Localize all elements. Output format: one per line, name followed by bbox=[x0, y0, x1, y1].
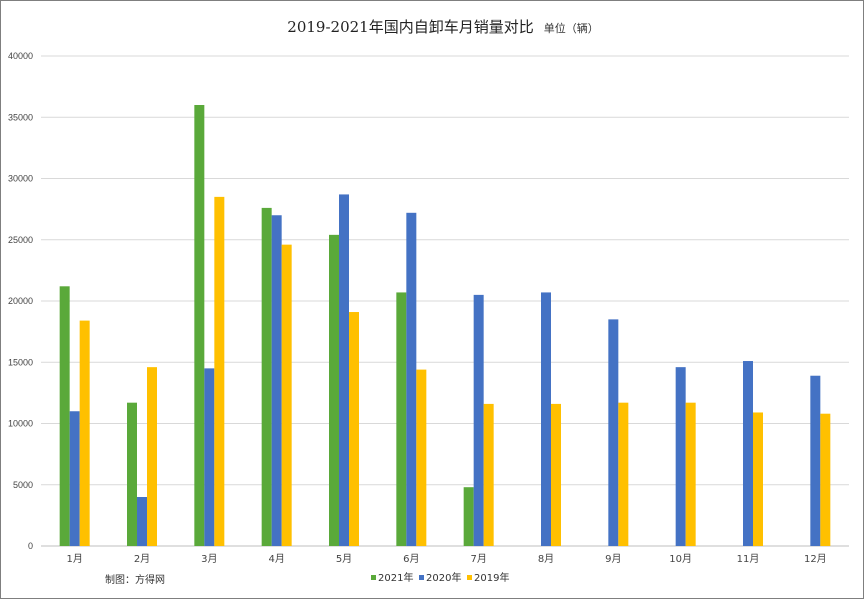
bars bbox=[59, 105, 831, 547]
bar bbox=[147, 367, 157, 546]
bar bbox=[810, 375, 821, 546]
legend-swatch bbox=[419, 575, 424, 580]
bar bbox=[743, 361, 753, 546]
x-tick-label: 7月 bbox=[470, 553, 486, 565]
x-tick-label: 6月 bbox=[403, 553, 419, 565]
bar bbox=[820, 413, 831, 546]
chart-title: 2019-2021年国内自卸车月销量对比 单位（辆） bbox=[287, 18, 598, 36]
bar bbox=[339, 194, 349, 547]
chart-unit-label: 单位（辆） bbox=[544, 21, 599, 35]
bar bbox=[685, 402, 696, 546]
bar bbox=[204, 368, 215, 546]
y-axis: 0 5000 10000 15000 20000 25000 30000 35000 40000 bbox=[8, 51, 33, 551]
bar bbox=[59, 286, 70, 546]
legend: 2021年 2020年 2019年 bbox=[371, 571, 509, 584]
x-tick-label: 1月 bbox=[66, 553, 82, 565]
bar bbox=[69, 411, 80, 546]
legend-swatch bbox=[371, 575, 376, 580]
y-tick-label: 30000 bbox=[8, 174, 33, 184]
bar bbox=[396, 292, 407, 546]
bar bbox=[261, 207, 272, 546]
y-tick-label: 5000 bbox=[13, 480, 33, 490]
chart-credit: 制图：方得网 bbox=[105, 573, 165, 586]
bar bbox=[483, 403, 494, 546]
y-tick-label: 15000 bbox=[8, 357, 33, 367]
bar bbox=[753, 412, 763, 546]
bar bbox=[194, 105, 205, 546]
x-tick-label: 8月 bbox=[538, 553, 554, 565]
y-tick-label: 10000 bbox=[8, 419, 33, 429]
bar bbox=[349, 312, 359, 546]
x-tick-label: 2月 bbox=[134, 553, 150, 565]
bar bbox=[281, 244, 292, 546]
legend-label: 2020年 bbox=[426, 571, 461, 584]
x-tick-label: 9月 bbox=[605, 553, 621, 565]
x-tick-label: 3月 bbox=[201, 553, 217, 565]
gridlines bbox=[41, 55, 849, 547]
bar bbox=[463, 487, 474, 546]
bar bbox=[271, 215, 282, 546]
bar bbox=[608, 319, 619, 546]
x-tick-label: 12月 bbox=[804, 553, 827, 565]
chart-title-text: 2019-2021年国内自卸车月销量对比 bbox=[287, 18, 533, 36]
bar bbox=[137, 497, 147, 546]
bar bbox=[214, 196, 225, 546]
x-tick-label: 11月 bbox=[737, 553, 760, 565]
y-tick-label: 25000 bbox=[8, 235, 33, 245]
x-tick-label: 4月 bbox=[268, 553, 284, 565]
legend-swatch bbox=[467, 575, 472, 580]
y-tick-label: 0 bbox=[28, 541, 33, 551]
bar bbox=[551, 403, 561, 546]
legend-label: 2019年 bbox=[474, 571, 509, 584]
x-tick-label: 10月 bbox=[669, 553, 692, 565]
bar bbox=[406, 212, 417, 547]
bar bbox=[127, 402, 137, 546]
y-tick-label: 35000 bbox=[8, 112, 33, 122]
legend-label: 2021年 bbox=[378, 571, 413, 584]
x-axis: 1月 2月 3月 4月 5月 6月 7月 8月 9月 10月 11月 12月 bbox=[66, 553, 826, 565]
bar bbox=[329, 234, 339, 546]
bar bbox=[541, 292, 551, 546]
bar bbox=[416, 369, 427, 546]
x-tick-label: 5月 bbox=[336, 553, 352, 565]
y-tick-label: 40000 bbox=[8, 51, 33, 61]
y-tick-label: 20000 bbox=[8, 296, 33, 306]
bar bbox=[675, 367, 686, 546]
bar bbox=[79, 320, 90, 546]
bar bbox=[618, 402, 629, 546]
bar bbox=[473, 294, 484, 546]
